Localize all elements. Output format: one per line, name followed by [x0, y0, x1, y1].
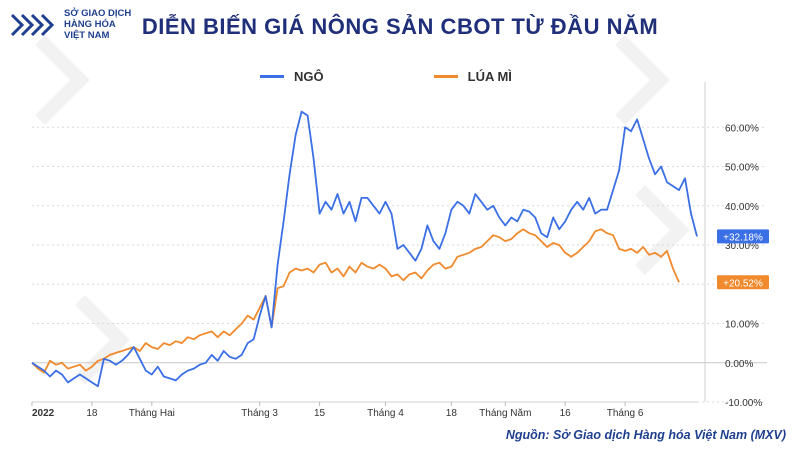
y-tick-label: 50.00%	[725, 163, 759, 174]
logo-mark-icon	[10, 13, 55, 36]
brand-logo: SỞ GIAO DỊCH HÀNG HÓA VIỆT NAM	[8, 8, 131, 41]
series-line-corn	[31, 110, 698, 388]
x-tick-label: Tháng Năm	[479, 408, 531, 419]
x-tick-label: 15	[314, 408, 326, 419]
y-tick-label: 0.00%	[725, 359, 753, 370]
end-label-wheat: +20.52%	[723, 278, 763, 289]
logo-line-3: VIỆT NAM	[64, 30, 110, 41]
y-tick-label: 10.00%	[725, 320, 759, 331]
x-tick-label: Tháng 4	[367, 408, 404, 419]
x-tick-label: Tháng 3	[241, 408, 278, 419]
legend-swatch-corn	[260, 75, 284, 78]
y-tick-label: 40.00%	[725, 202, 759, 213]
series-line-wheat	[31, 228, 680, 374]
legend-swatch-wheat	[433, 75, 458, 78]
x-tick-label: Tháng Hai	[129, 408, 175, 419]
end-label-corn: +32.18%	[723, 232, 763, 243]
logo-line-1: SỞ GIAO DỊCH	[64, 8, 132, 19]
y-tick-label: 30.00%	[725, 241, 759, 252]
chart-legend: NGÔ LÚA MÌ	[260, 69, 622, 84]
logo-text: SỞ GIAO DỊCH HÀNG HÓA VIỆT NAM	[64, 8, 131, 41]
x-tick-label: 18	[446, 408, 458, 419]
chart-title: DIỄN BIẾN GIÁ NÔNG SẢN CBOT TỪ ĐẦU NĂM	[141, 14, 659, 39]
x-tick-label: Tháng 6	[607, 408, 644, 419]
end-badge-wheat	[717, 275, 769, 290]
y-tick-label: -10.00%	[725, 398, 762, 409]
legend-label-wheat: LÚA MÌ	[467, 69, 512, 84]
x-tick-label: 18	[86, 408, 98, 419]
end-badge-corn	[717, 229, 769, 244]
legend-item-corn: NGÔ	[260, 69, 324, 84]
x-tick-label: 16	[560, 408, 572, 419]
y-tick-label: 60.00%	[725, 123, 759, 134]
logo-line-2: HÀNG HÓA	[64, 19, 116, 30]
source-note: Nguồn: Sở Giao dịch Hàng hóa Việt Nam (M…	[505, 428, 786, 442]
legend-item-wheat: LÚA MÌ	[433, 69, 512, 84]
x-tick-label: 2022	[32, 408, 55, 419]
legend-label-corn: NGÔ	[294, 69, 324, 84]
